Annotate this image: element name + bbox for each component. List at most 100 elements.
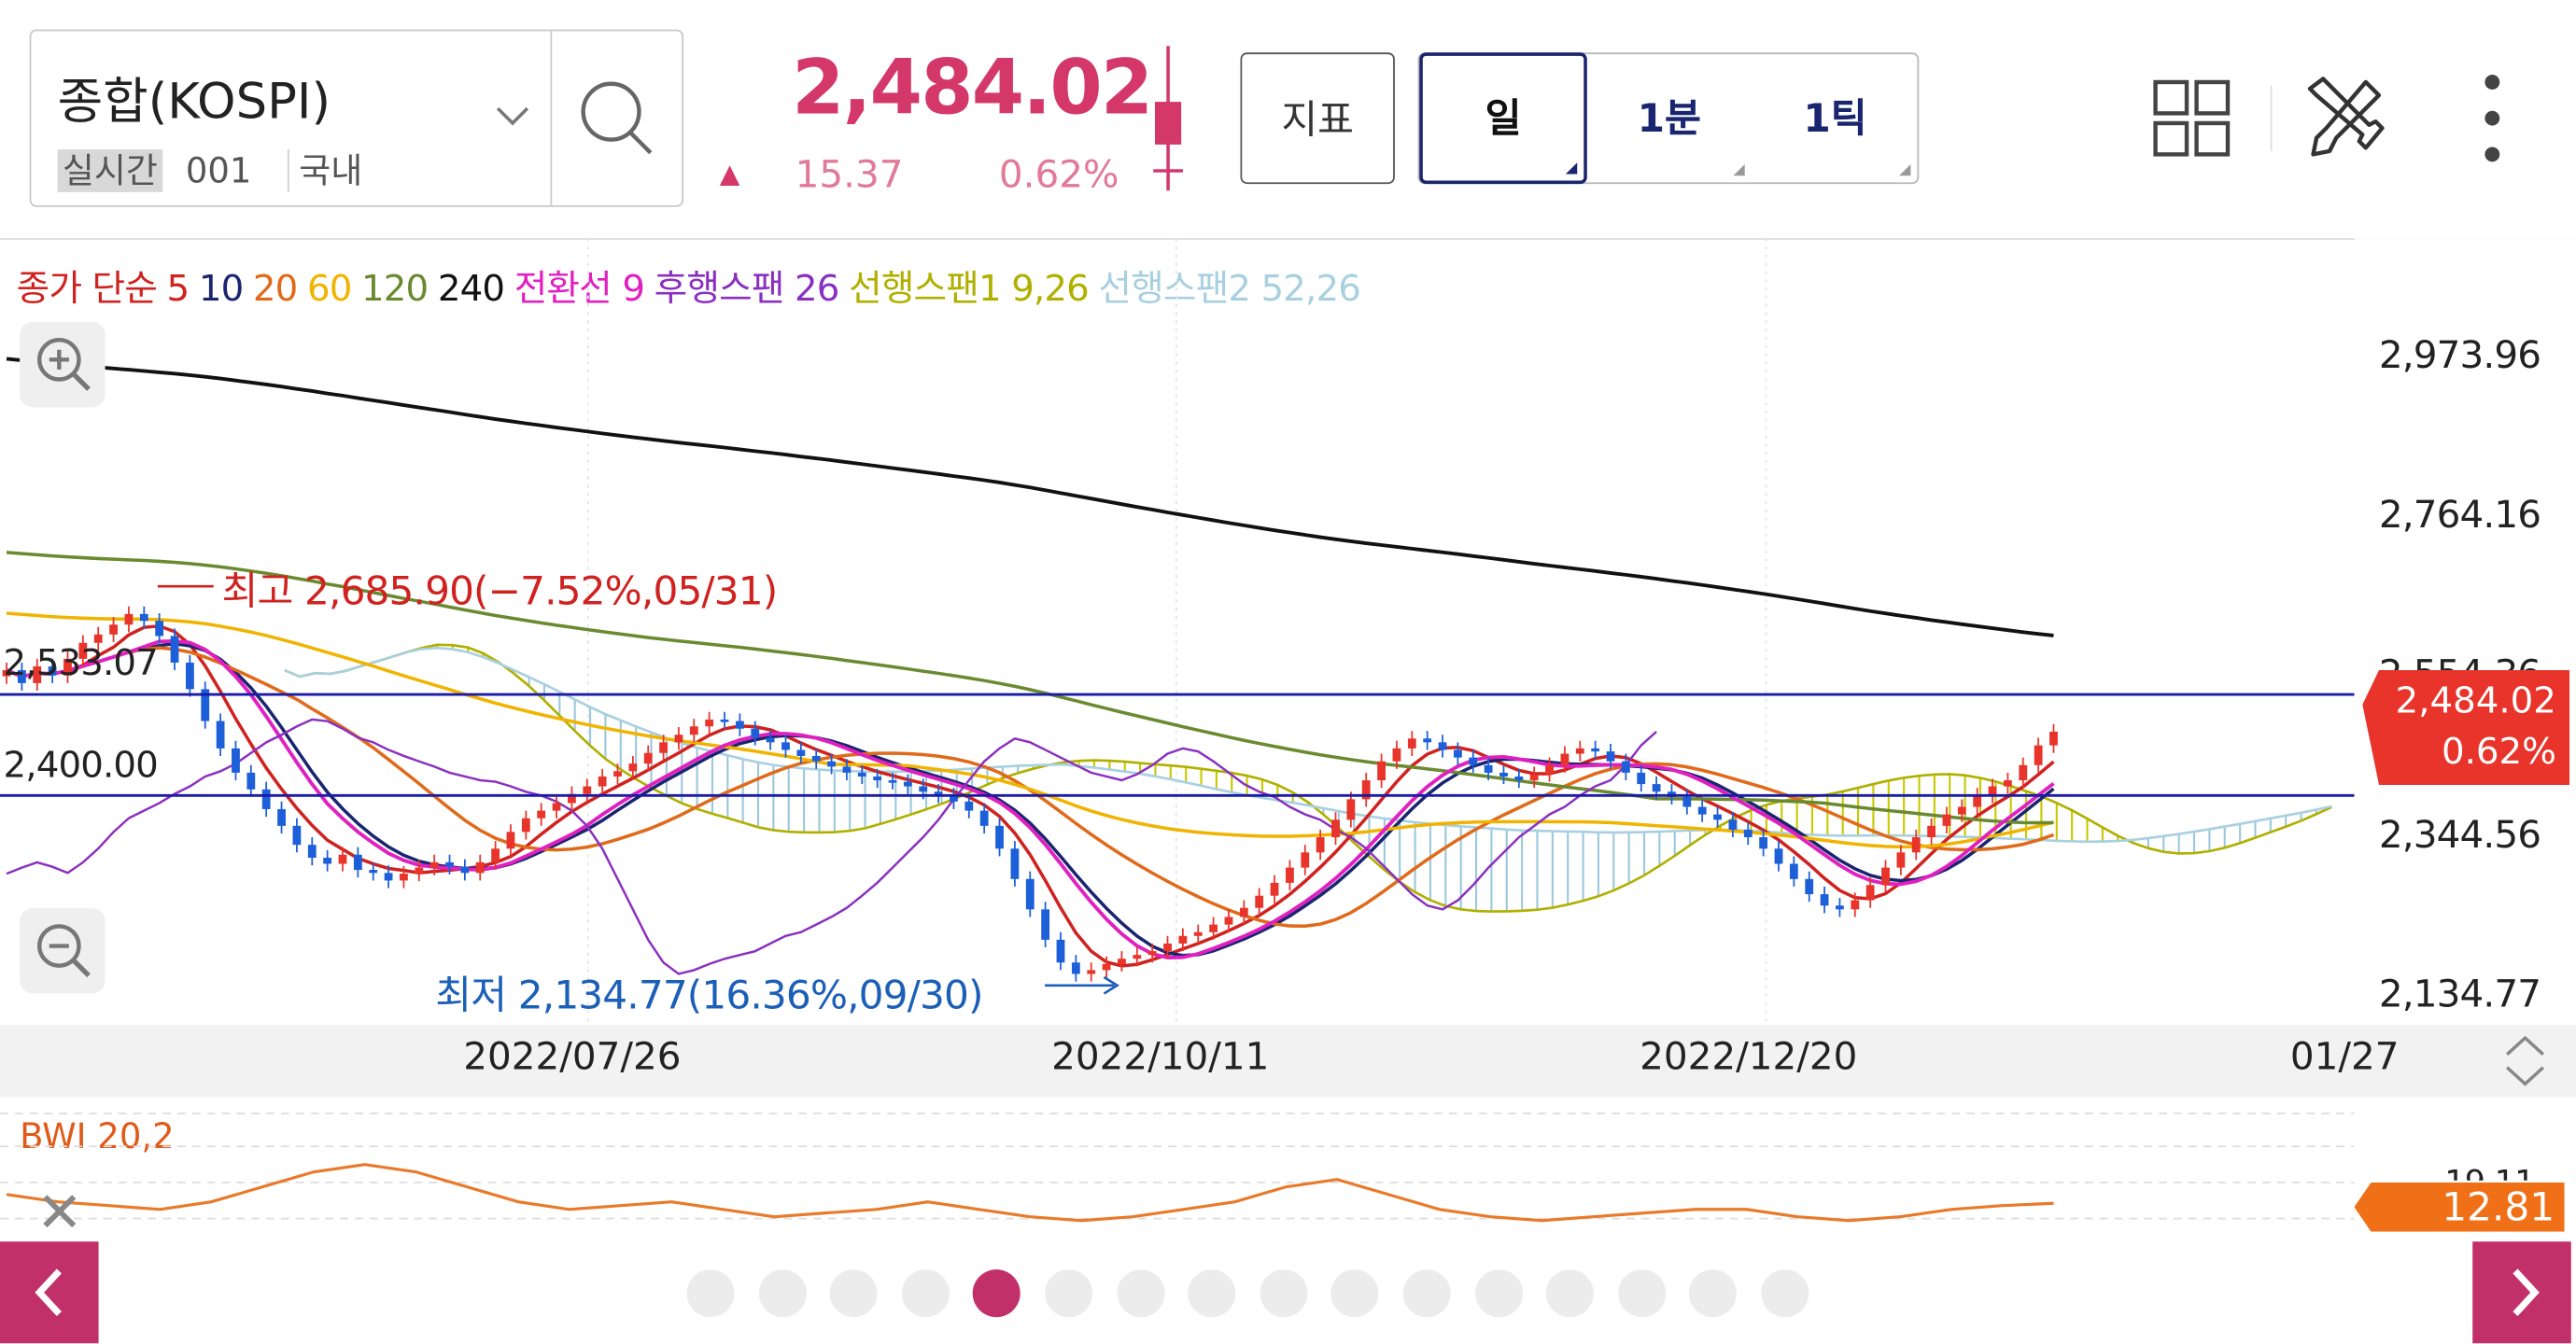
legend-item[interactable]: 전환선 9 (514, 269, 645, 311)
period-day-label: 일 (1485, 95, 1522, 142)
axis-scroll-icon[interactable] (2498, 1031, 2554, 1090)
period-day-button[interactable]: 일 (1419, 52, 1587, 185)
candle-body (1331, 819, 1340, 838)
page-dot-active[interactable] (973, 1269, 1021, 1318)
page-dot[interactable] (686, 1269, 735, 1318)
legend-item[interactable]: 10 (198, 269, 244, 311)
candle-body (1759, 837, 1768, 849)
candle-body (781, 742, 790, 750)
candle-body (1010, 848, 1020, 879)
zoom-out-button[interactable] (20, 908, 106, 994)
page-dot[interactable] (1116, 1269, 1164, 1318)
legend-item[interactable]: 선행스팬2 52,26 (1098, 269, 1360, 311)
candle-body (950, 795, 958, 802)
candle-body (384, 873, 393, 881)
header: 종합(KOSPI) 실시간 001 국내 2,484.02 ▲ 15.37 0.… (0, 0, 2576, 240)
legend-item[interactable]: 5 (166, 269, 190, 311)
candle-body (598, 776, 607, 787)
page-dot[interactable] (1617, 1269, 1666, 1318)
page-dot[interactable] (1260, 1269, 1308, 1318)
candle-body (1071, 962, 1080, 974)
page-dot[interactable] (1689, 1269, 1738, 1318)
candle-body (2034, 745, 2043, 765)
tools-icon[interactable] (2300, 72, 2388, 161)
legend-item[interactable]: 후행스팬 26 (654, 269, 840, 311)
y-tick-label: 2,134.77 (2378, 973, 2541, 1017)
chevron-right-icon (2513, 1268, 2540, 1317)
close-icon[interactable]: ✕ (35, 1181, 83, 1247)
candle-body (643, 752, 653, 764)
page-dot[interactable] (1402, 1269, 1451, 1318)
page-dot[interactable] (1188, 1269, 1236, 1318)
ma-line-240 (6, 357, 2054, 637)
page-dot[interactable] (1546, 1269, 1595, 1318)
candle-body (1224, 917, 1233, 925)
candle-body (1881, 867, 1890, 886)
zoom-in-button[interactable] (20, 321, 106, 408)
chevron-left-icon (35, 1268, 62, 1317)
candle-body (1789, 863, 1798, 879)
candle-body (460, 866, 470, 874)
page-dot[interactable] (1045, 1269, 1093, 1318)
candle-body (1591, 748, 1600, 752)
indicator-legend[interactable]: 종가 단순 5 10 20 60 120 240 전환선 9 후행스팬 26 선행스팬1 9,26… (17, 259, 1371, 312)
more-vertical-icon[interactable] (2472, 72, 2512, 164)
page-dot[interactable] (1761, 1269, 1809, 1318)
candle-body (1392, 748, 1401, 762)
candle-body (124, 613, 134, 625)
last-price-pct: 0.62% (2441, 732, 2556, 774)
page-dot[interactable] (1330, 1269, 1379, 1318)
candle-body (93, 634, 103, 643)
period-1tick-button[interactable]: 1틱 (1753, 54, 1917, 182)
legend-item[interactable]: 60 (306, 269, 352, 311)
candle-body (659, 742, 668, 753)
period-1min-button[interactable]: 1분 (1587, 54, 1752, 182)
price-chart[interactable] (0, 238, 2576, 1027)
low-arrow-icon (1045, 975, 1120, 995)
page-dot[interactable] (901, 1269, 950, 1318)
page-dot[interactable] (758, 1269, 807, 1318)
legend-item[interactable]: 240 (437, 269, 505, 311)
bwi-value-tag: 12.81 (2354, 1182, 2565, 1232)
bwi-chart[interactable] (0, 1097, 2576, 1241)
search-icon (581, 81, 653, 155)
legend-item[interactable]: 120 (361, 269, 429, 311)
bwi-tick-label: 19.11 (2444, 1163, 2534, 1181)
grid-layout-icon[interactable] (2152, 78, 2231, 157)
candle-body (1270, 882, 1279, 896)
bwi-label[interactable]: BWI 20,2 (20, 1116, 175, 1156)
candle-body (811, 755, 821, 762)
indicator-button[interactable]: 지표 (1240, 52, 1395, 185)
page-dot[interactable] (829, 1269, 878, 1318)
next-page-button[interactable] (2472, 1241, 2571, 1344)
candle-body (903, 781, 912, 787)
candle-body (628, 763, 638, 772)
period-selector: 일 1분 1틱 (1417, 52, 1920, 185)
symbol-name[interactable]: 종합(KOSPI) (57, 74, 331, 132)
prev-page-button[interactable] (0, 1241, 99, 1344)
hline-label: 2,533.07 (3, 643, 159, 685)
chevron-down-icon[interactable] (495, 97, 531, 138)
page-dot[interactable] (1474, 1269, 1523, 1318)
candle-body (429, 861, 439, 868)
candle-body (63, 658, 72, 676)
legend-item[interactable]: 선행스팬1 9,26 (849, 269, 1090, 311)
candle-body (1697, 806, 1707, 815)
search-button[interactable] (550, 31, 683, 205)
symbol-selector[interactable]: 종합(KOSPI) 실시간 001 국내 (29, 29, 683, 207)
candle-body (964, 801, 974, 811)
legend-item[interactable]: 20 (252, 269, 298, 311)
ma-line-60 (6, 611, 2054, 849)
legend-item[interactable]: 종가 단순 (16, 269, 158, 311)
x-axis[interactable]: 2022/07/26 2022/10/11 2022/12/20 01/27 (0, 1024, 2576, 1098)
candle-body (48, 665, 57, 676)
low-annotation: 최저 2,134.77(16.36%,09/30) (435, 972, 983, 1018)
candle-body (1453, 749, 1462, 758)
candle-body (2049, 731, 2058, 746)
candle-body (842, 766, 852, 773)
change-value: 15.37 (795, 154, 904, 198)
candle-body (201, 689, 210, 721)
candle-body (216, 721, 225, 749)
candle-body (1239, 907, 1248, 917)
